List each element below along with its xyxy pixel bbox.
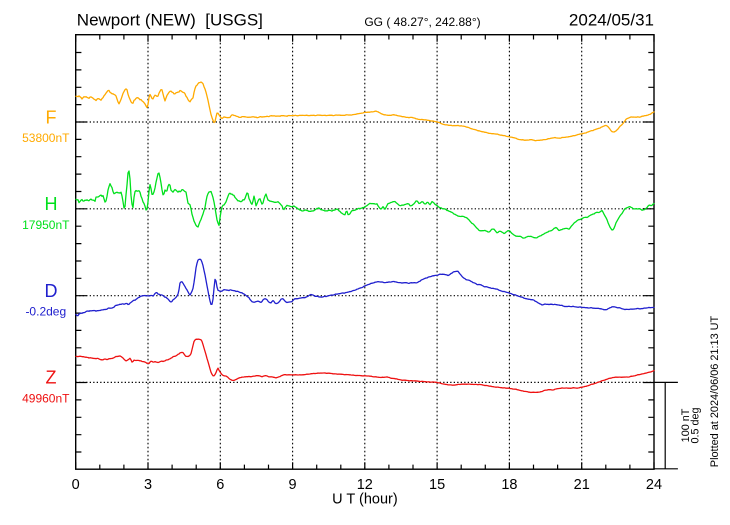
svg-text:100 nT: 100 nT — [680, 408, 692, 442]
svg-text:-0.2deg: -0.2deg — [25, 305, 66, 319]
svg-text:Z: Z — [46, 368, 57, 388]
svg-text:17950nT: 17950nT — [22, 218, 70, 232]
svg-text:3: 3 — [144, 477, 152, 493]
svg-text:2024/05/31: 2024/05/31 — [569, 11, 654, 30]
svg-text:21: 21 — [574, 477, 590, 493]
svg-text:Plotted at 2024/06/06 21:13 UT: Plotted at 2024/06/06 21:13 UT — [709, 315, 721, 467]
svg-text:GG ( 48.27°, 242.88°): GG ( 48.27°, 242.88°) — [364, 15, 480, 29]
svg-text:9: 9 — [289, 477, 297, 493]
svg-text:U T (hour): U T (hour) — [332, 492, 398, 508]
svg-text:0: 0 — [72, 477, 80, 493]
svg-text:49960nT: 49960nT — [22, 391, 70, 405]
svg-text:12: 12 — [357, 477, 373, 493]
svg-text:D: D — [45, 281, 58, 301]
svg-text:F: F — [46, 107, 57, 127]
svg-text:H: H — [45, 194, 58, 214]
svg-text:24: 24 — [646, 477, 662, 493]
svg-text:18: 18 — [501, 477, 517, 493]
svg-text:6: 6 — [216, 477, 224, 493]
svg-text:53800nT: 53800nT — [22, 131, 70, 145]
svg-text:15: 15 — [429, 477, 445, 493]
svg-text:Newport (NEW) [USGS]: Newport (NEW) [USGS] — [77, 11, 263, 30]
svg-text:0.5 deg: 0.5 deg — [689, 407, 701, 443]
